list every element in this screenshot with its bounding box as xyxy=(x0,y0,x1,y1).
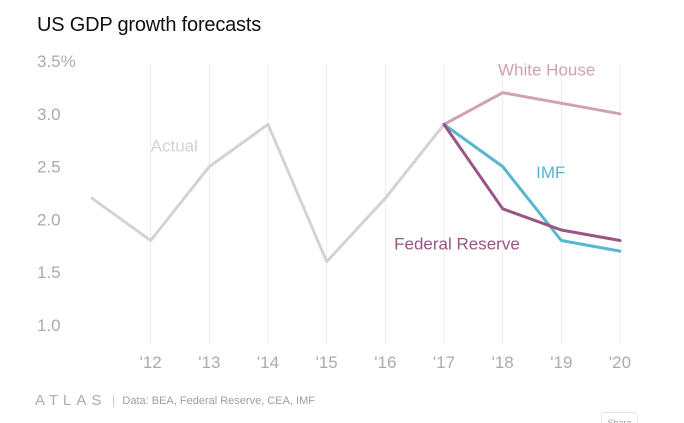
series-line-federal-reserve xyxy=(442,122,622,242)
y-axis-ticks: 3.5% 3.0 2.5 2.0 1.5 1.0 xyxy=(37,52,76,335)
y-axis-tick-label: 2.0 xyxy=(37,210,61,229)
y-axis-tick-label: 1.5 xyxy=(37,263,61,282)
x-axis-tick-label: '20 xyxy=(609,353,631,372)
chart-footer: ATLAS Data: BEA, Federal Reserve, CEA, I… xyxy=(35,392,315,409)
x-axis-tick-label: '19 xyxy=(550,353,572,372)
series-line-actual xyxy=(90,122,446,264)
data-source-note: Data: BEA, Federal Reserve, CEA, IMF xyxy=(122,394,315,407)
x-axis-tick-label: '16 xyxy=(374,353,396,372)
annotation-white-house: White House xyxy=(498,60,595,79)
gridlines xyxy=(150,64,621,344)
y-axis-tick-label: 3.0 xyxy=(37,105,61,124)
x-axis-tick-label: '12 xyxy=(140,353,162,372)
y-axis-tick-label: 3.5% xyxy=(37,52,76,71)
atlas-logo: ATLAS xyxy=(35,392,107,409)
series-line-imf xyxy=(442,122,622,253)
x-axis-tick-label: '13 xyxy=(198,353,220,372)
x-axis-tick-label: '14 xyxy=(257,353,279,372)
y-axis-tick-label: 2.5 xyxy=(37,158,61,177)
x-axis-ticks: '12 '13 '14 '15 '16 '17 '18 '19 '20 xyxy=(140,353,631,372)
series-line-white-house xyxy=(442,91,622,126)
chart-title: US GDP growth forecasts xyxy=(37,14,262,36)
x-axis-tick-label: '18 xyxy=(492,353,514,372)
annotation-imf: IMF xyxy=(536,163,565,182)
share-button[interactable]: Share xyxy=(601,412,638,423)
x-axis-tick-label: '17 xyxy=(433,353,455,372)
series-annotations: Actual White House IMF Federal Reserve xyxy=(151,60,596,253)
series-lines xyxy=(90,91,622,264)
footer-divider xyxy=(113,394,115,407)
y-axis-tick-label: 1.0 xyxy=(37,316,61,335)
annotation-actual: Actual xyxy=(151,136,198,155)
annotation-federal-reserve: Federal Reserve xyxy=(394,235,520,254)
x-axis-tick-label: '15 xyxy=(316,353,338,372)
